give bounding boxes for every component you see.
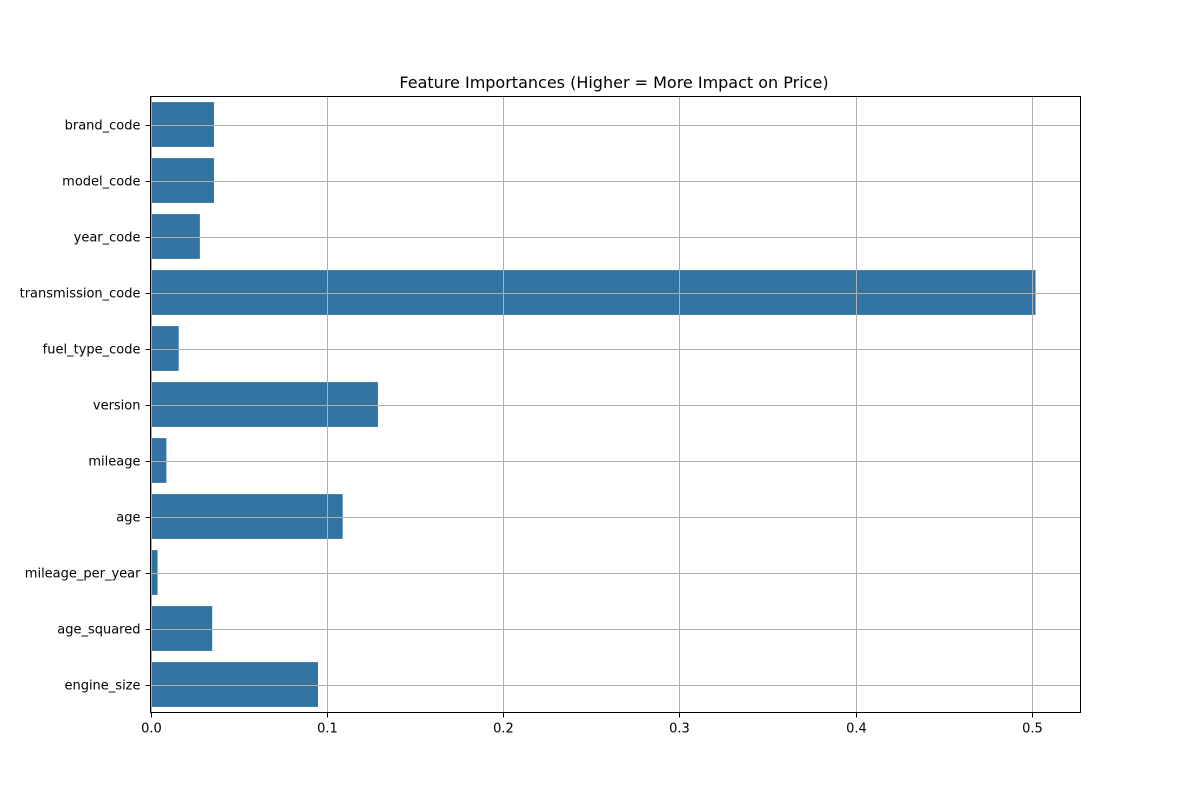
- bar-mileage: [150, 438, 167, 483]
- x-tick-label: 0.2: [493, 722, 514, 737]
- bar-model_code: [150, 158, 214, 203]
- bar-age_squared: [150, 606, 213, 651]
- y-tick-label: age: [116, 511, 140, 526]
- y-tick-label: model_code: [62, 175, 140, 190]
- y-tick-label: engine_size: [64, 679, 140, 694]
- x-tick-label: 0.3: [669, 722, 690, 737]
- y-tick-label: age_squared: [57, 623, 140, 638]
- bar-age: [150, 494, 343, 539]
- bar-fuel_type_code: [150, 326, 179, 371]
- x-tick-label: 0.5: [1022, 722, 1043, 737]
- chart-title: Feature Importances (Higher = More Impac…: [399, 73, 828, 92]
- bar-engine_size: [150, 662, 318, 707]
- bar-transmission_code: [150, 270, 1036, 315]
- y-tick-label: mileage_per_year: [25, 567, 141, 582]
- bar-brand_code: [150, 102, 214, 147]
- y-tick-label: transmission_code: [20, 287, 141, 302]
- y-tick-label: fuel_type_code: [43, 343, 141, 358]
- y-tick-label: brand_code: [65, 119, 141, 134]
- axis-layer: 0.0 0.1 0.2 0.3 0.4 0.5 brand_code model_codeye…: [20, 119, 1043, 737]
- x-tick-label: 0.1: [317, 722, 338, 737]
- y-tick-label: mileage: [88, 455, 140, 470]
- bar-year_code: [150, 214, 200, 259]
- x-tick-label: 0.4: [846, 722, 867, 737]
- bar-mileage_per_year: [150, 550, 158, 595]
- y-tick-label: version: [93, 399, 141, 414]
- x-tick-label: 0.0: [141, 722, 162, 737]
- plot-frame: [150, 96, 1081, 713]
- bar-version: [150, 382, 378, 427]
- bar-layer: [150, 96, 1081, 713]
- y-tick-label: year_code: [74, 231, 141, 246]
